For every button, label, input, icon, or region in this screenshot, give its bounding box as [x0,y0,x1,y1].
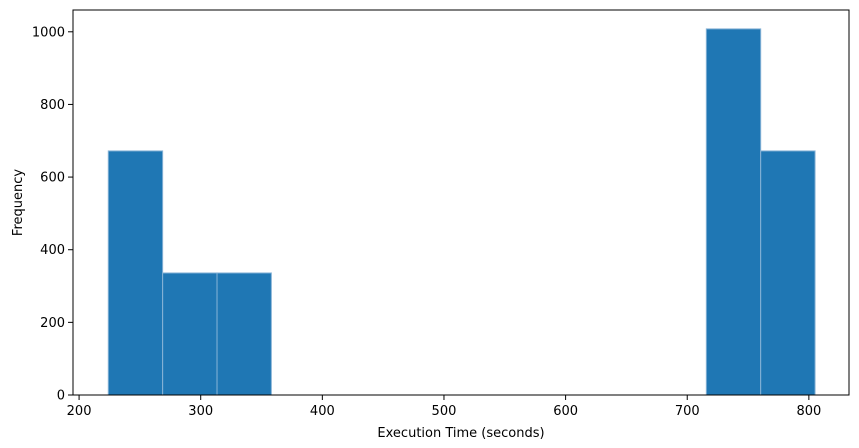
y-tick-label: 1000 [32,25,65,40]
histogram-bar [162,272,218,396]
plot-area-frame [72,9,850,396]
histogram-bar [705,28,762,396]
histogram-bar [107,150,164,396]
y-tick-label: 0 [57,389,65,404]
y-tick-label: 400 [40,243,65,258]
x-tick-label: 600 [553,404,578,419]
y-axis-label: Frequency [11,169,26,236]
x-tick-label: 700 [675,404,700,419]
x-axis-ticks: 200 300 400 500 600 700 800 [67,395,821,419]
x-tick-label: 500 [432,404,457,419]
histogram-bar [760,150,816,396]
x-tick-label: 200 [67,404,92,419]
y-tick-label: 200 [40,316,65,331]
y-axis-ticks: 0 200 400 600 800 1000 [32,25,73,404]
x-tick-label: 800 [796,404,821,419]
y-tick-label: 800 [40,98,65,113]
x-tick-label: 300 [188,404,213,419]
bars-group [107,28,816,396]
y-tick-label: 600 [40,171,65,186]
x-tick-label: 400 [310,404,335,419]
histogram-bar [216,272,272,396]
x-axis-label: Execution Time (seconds) [377,426,544,441]
